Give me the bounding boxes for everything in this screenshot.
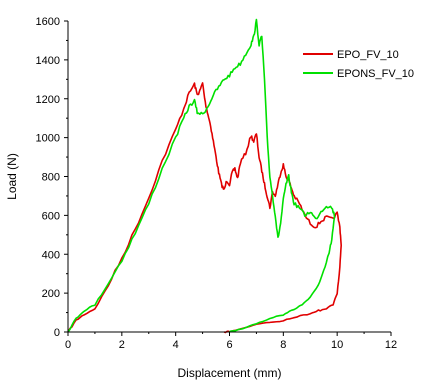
x-tick-label: 12	[385, 339, 397, 351]
legend-label: EPO_FV_10	[337, 49, 399, 61]
x-tick-label: 6	[226, 339, 232, 351]
series-line-epons-fv-10	[67, 18, 336, 333]
legend: EPO_FV_10 EPONS_FV_10	[303, 49, 414, 80]
series-line-epo-fv-10	[67, 82, 342, 334]
legend-label: EPONS_FV_10	[337, 68, 414, 80]
x-axis-title: Displacement (mm)	[177, 366, 281, 380]
x-tick-label: 8	[280, 339, 286, 351]
axes-layer: 0 2 4 6 8 10 12 0 200 400 600 800 1000 1200 1400 1600	[36, 16, 398, 351]
y-tick-label: 200	[42, 288, 60, 300]
y-tick-label: 1400	[36, 55, 60, 67]
x-tick-label: 4	[173, 339, 179, 351]
y-tick-label: 800	[42, 172, 60, 184]
y-axis-title: Load (N)	[5, 153, 19, 200]
x-tick-label: 2	[119, 339, 125, 351]
x-tick-label: 0	[65, 339, 71, 351]
y-tick-label: 1600	[36, 16, 60, 28]
y-tick-label: 600	[42, 210, 60, 222]
y-tick-label: 1200	[36, 94, 60, 106]
y-tick-label: 400	[42, 249, 60, 261]
y-tick-label: 1000	[36, 133, 60, 145]
series-layer	[67, 18, 342, 334]
x-tick-label: 10	[331, 339, 343, 351]
y-tick-label: 0	[54, 327, 60, 339]
